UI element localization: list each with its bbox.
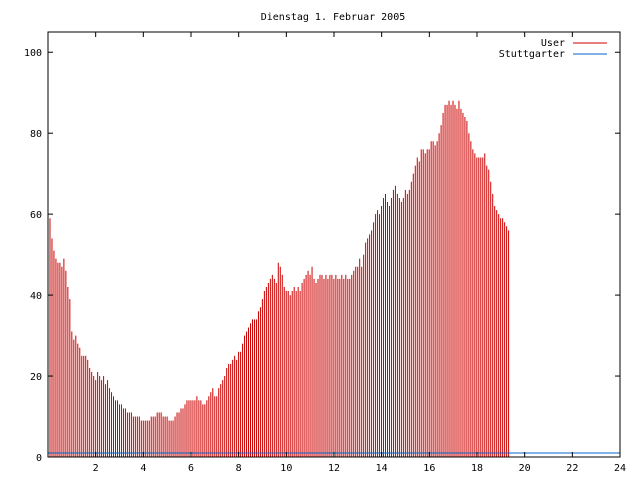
x-tick-label-14: 14 — [376, 463, 388, 474]
legend-label-user: User — [541, 38, 565, 49]
x-tick-label-16: 16 — [423, 463, 435, 474]
x-tick-label-4: 4 — [140, 463, 146, 474]
y-tick-label-0: 0 — [36, 453, 42, 464]
y-tick-label-20: 20 — [30, 372, 42, 383]
legend: User Stuttgarter — [499, 38, 607, 60]
x-tick-label-10: 10 — [280, 463, 292, 474]
x-tick-label-24: 24 — [614, 463, 626, 474]
x-tick-label-6: 6 — [188, 463, 194, 474]
legend-label-stuttgarter: Stuttgarter — [499, 49, 565, 60]
y-tick-label-80: 80 — [30, 129, 42, 140]
chart-title: Dienstag 1. Februar 2005 — [261, 12, 406, 23]
y-tick-label-40: 40 — [30, 291, 42, 302]
x-tick-label-12: 12 — [328, 463, 340, 474]
bars-layer — [47, 100, 620, 457]
x-tick-label-20: 20 — [519, 463, 531, 474]
x-tick-label-22: 22 — [566, 463, 578, 474]
x-tick-label-18: 18 — [471, 463, 483, 474]
y-tick-label-60: 60 — [30, 210, 42, 221]
x-tick-label-2: 2 — [93, 463, 99, 474]
x-tick-label-8: 8 — [236, 463, 242, 474]
y-tick-label-100: 100 — [24, 48, 42, 59]
